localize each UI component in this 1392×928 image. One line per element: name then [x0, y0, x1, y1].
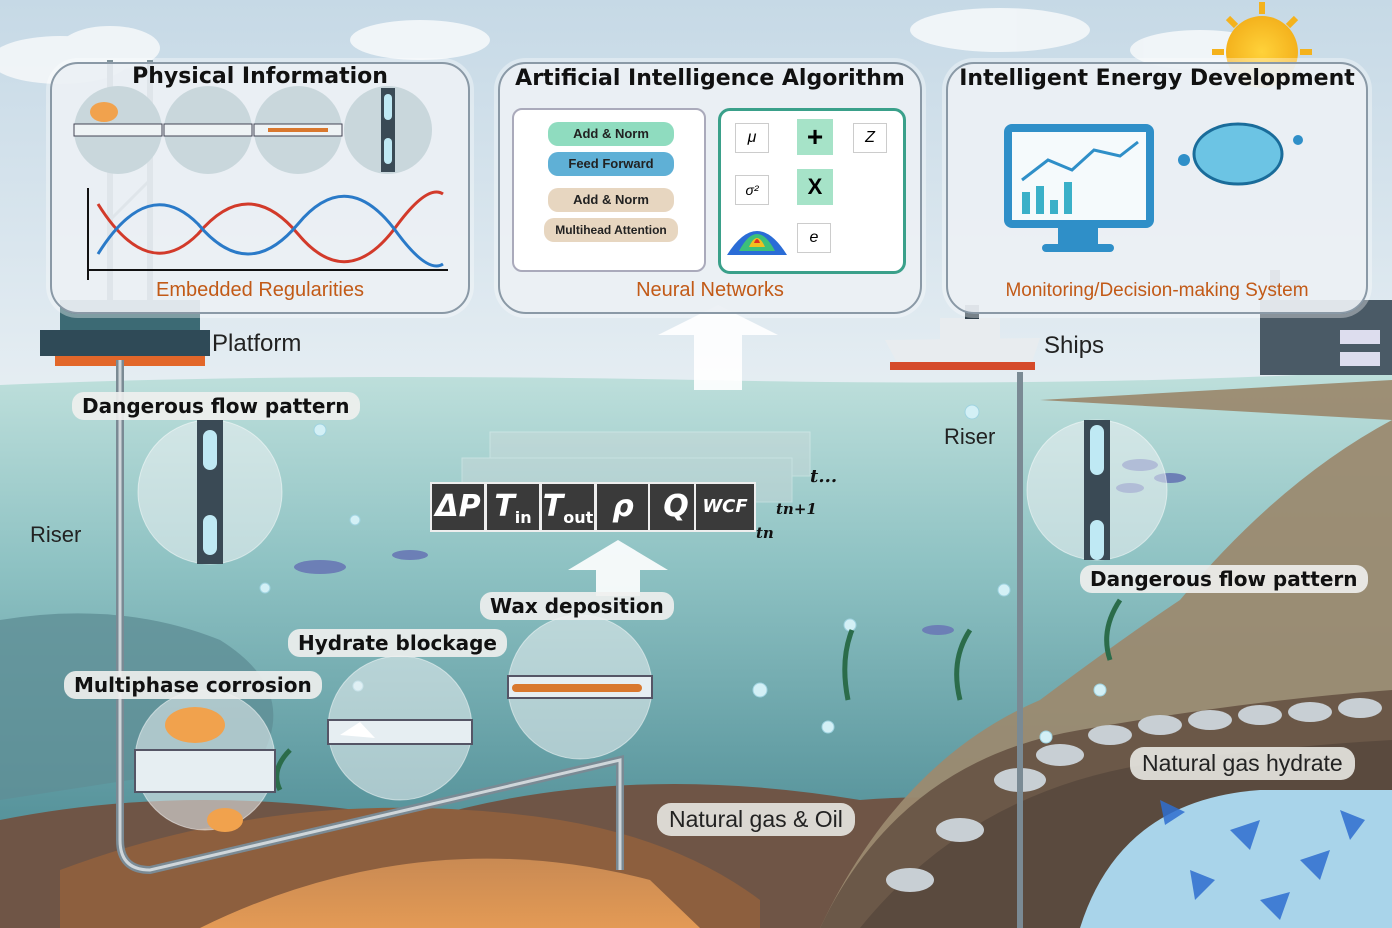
param-delta-p: ΔP	[430, 482, 486, 532]
bubbles	[259, 404, 1107, 744]
ships-label: Ships	[1044, 332, 1105, 359]
e-box: e	[797, 223, 831, 253]
riser-left-label: Riser	[30, 522, 82, 547]
sigma-box: σ²	[735, 175, 769, 205]
plus-box: +	[797, 119, 833, 155]
time-label-n: tn	[756, 524, 774, 542]
dangerous-flow-right-tag: Dangerous flow pattern	[1080, 565, 1368, 593]
param-rho: ρ	[595, 482, 651, 532]
param-t-in: Tin	[485, 482, 541, 532]
ship-icon	[885, 305, 1040, 370]
param-t-out: Tout	[540, 482, 596, 532]
dangerous-flow-left-tag: Dangerous flow pattern	[72, 392, 360, 420]
riser-right-label: Riser	[944, 424, 996, 449]
multiphase-corrosion-tag: Multiphase corrosion	[64, 671, 322, 699]
hydrate-blockage-tag: Hydrate blockage	[288, 629, 507, 657]
hydrate-crystals	[1160, 800, 1365, 920]
gaussian-icon	[727, 231, 787, 255]
up-arrows	[568, 305, 778, 596]
vae-block: μ + Z σ² X e	[718, 108, 906, 274]
panel-caption: Neural Networks	[636, 279, 784, 301]
param-wcf: WCF	[694, 482, 756, 532]
physical-information-panel: Physical Information Embedded Regulariti…	[50, 62, 470, 314]
physical-chart	[73, 86, 448, 280]
panel-caption: Monitoring/Decision-making System	[1005, 280, 1309, 301]
transformer-block: Add & Norm Feed Forward Add & Norm Multi…	[512, 108, 706, 272]
panel-title: Artificial Intelligence Algorithm	[515, 66, 905, 91]
z-box: Z	[853, 123, 887, 153]
feed-forward-box: Feed Forward	[548, 152, 674, 176]
panel-caption: Embedded Regularities	[156, 279, 364, 301]
ai-algorithm-panel: Artificial Intelligence Algorithm Add & …	[498, 62, 922, 314]
add-norm-top-box: Add & Norm	[548, 122, 674, 146]
add-norm-bottom-box: Add & Norm	[548, 188, 674, 212]
mu-box: μ	[735, 123, 769, 153]
energy-development-panel: Intelligent Energy Development Monitorin…	[946, 62, 1368, 314]
times-box: X	[797, 169, 833, 205]
natural-gas-hydrate-label: Natural gas hydrate	[1130, 747, 1355, 780]
time-label-dots: t...	[810, 466, 838, 487]
panel-title: Physical Information	[132, 64, 388, 89]
time-label-n1: tn+1	[776, 500, 817, 518]
platform-label: Platform	[212, 330, 302, 357]
panel-title: Intelligent Energy Development	[959, 66, 1355, 91]
multihead-attention-box: Multihead Attention	[544, 218, 678, 242]
monitor-icon	[1004, 122, 1303, 252]
natural-gas-oil-label: Natural gas & Oil	[657, 803, 855, 836]
seaweed	[274, 598, 1123, 792]
wax-deposition-tag: Wax deposition	[480, 592, 674, 620]
